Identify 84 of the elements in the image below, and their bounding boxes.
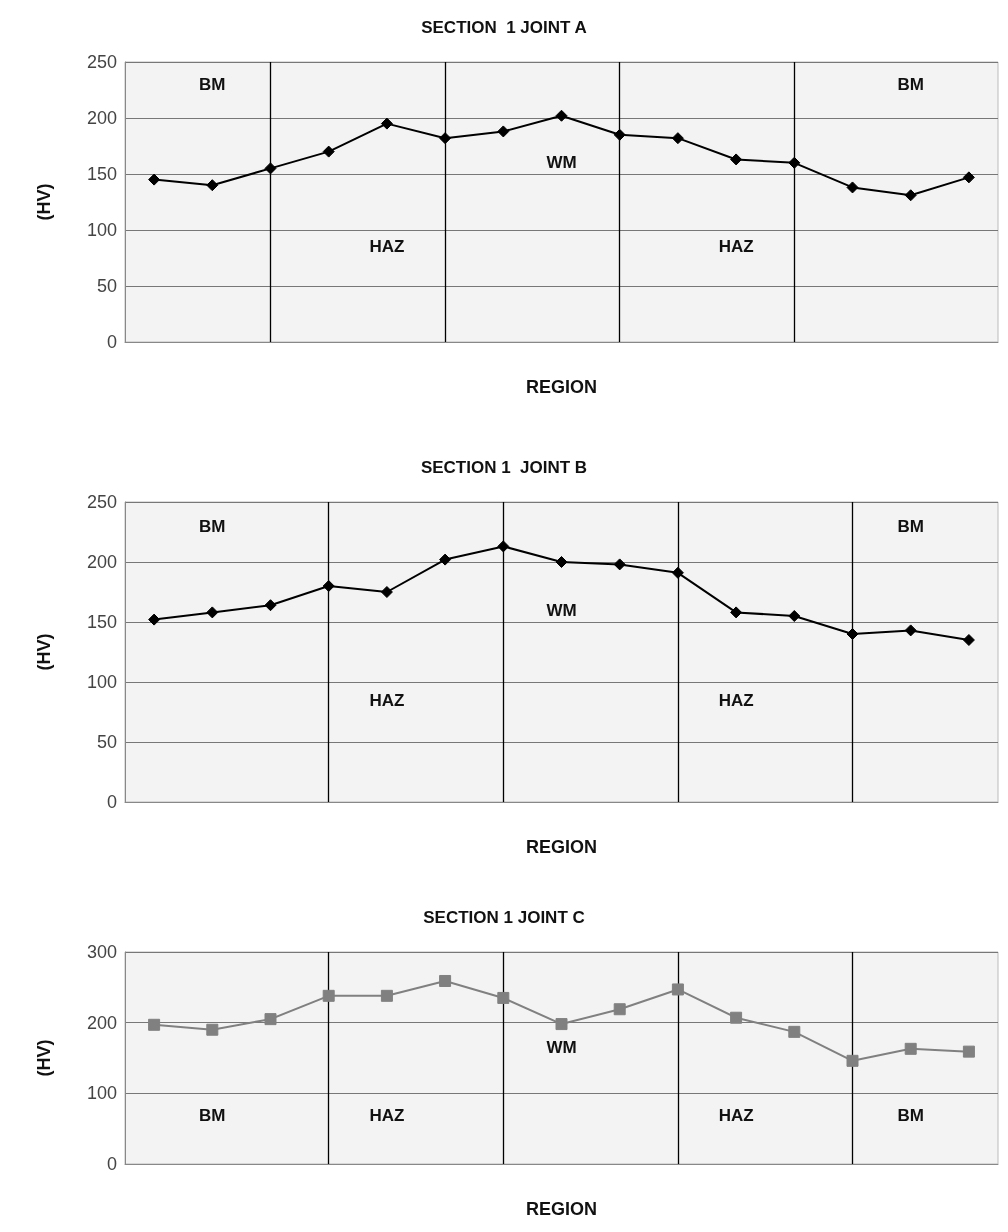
point [846,1054,859,1067]
point [380,586,393,598]
point [206,179,219,192]
chart-title: SECTION 1 JOINT B [420,458,588,477]
y-tick-label: 0 [106,332,117,352]
y-axis-title: (HV) [34,1039,54,1077]
point [148,613,161,626]
chart-title: SECTION 1 JOINT C [423,908,585,927]
annotation: HAZ [369,1105,405,1125]
y-tick-label: 200 [86,108,117,128]
x-axis-title: REGION [525,837,598,857]
point [439,974,452,987]
annotation: BM [199,74,226,94]
point [264,1013,277,1026]
annotation: BM [897,74,924,94]
y-tick-label: 300 [86,942,117,962]
point [613,1003,626,1016]
y-tick-label: 100 [86,672,117,692]
y-tick-label: 50 [96,276,117,296]
y-tick-label: 100 [86,220,117,240]
point [555,109,568,122]
annotation: HAZ [718,237,754,257]
y-tick-label: 50 [96,732,117,752]
x-axis-title: REGION [525,1199,598,1219]
point [555,1018,568,1031]
annotation: HAZ [369,237,405,257]
annotation: HAZ [718,1105,754,1125]
y-tick-label: 200 [86,552,117,572]
point [904,189,917,202]
point [380,117,393,130]
point [439,132,452,145]
point [264,599,277,612]
annotation: WM [546,153,577,173]
point [613,558,626,571]
annotation: BM [199,1105,226,1125]
point [671,983,684,996]
point [322,145,335,158]
point [730,153,743,166]
chart-title: SECTION 1 JOINT A [421,18,587,37]
annotation: WM [546,600,577,620]
point [206,606,219,619]
point [962,634,975,646]
annotation: HAZ [369,690,405,710]
y-tick-label: 150 [86,612,117,632]
annotation: WM [546,1037,577,1057]
point [788,156,801,169]
point [962,171,975,184]
point [555,556,568,568]
y-tick-label: 250 [86,52,117,72]
point [846,181,859,194]
annotation: HAZ [718,690,754,710]
point [148,1018,161,1031]
point [497,125,510,138]
y-tick-label: 0 [106,1154,117,1174]
point [788,610,801,622]
point [671,566,684,579]
annotation: BM [897,516,924,536]
point [497,991,510,1004]
y-tick-label: 150 [86,164,117,184]
point [730,606,743,619]
point [846,628,859,640]
point [264,162,277,175]
point [730,1011,743,1024]
point [788,1025,801,1038]
y-axis-title: (HV) [34,633,54,671]
y-tick-label: 250 [86,492,117,512]
point [322,580,335,592]
point [497,540,510,553]
point [439,553,452,566]
point [671,132,684,145]
point [206,1023,219,1036]
point [904,624,917,637]
annotation: BM [199,516,226,536]
point [322,989,335,1002]
point [962,1045,975,1058]
x-axis-title: REGION [525,377,598,397]
y-tick-label: 200 [86,1012,117,1033]
point [380,989,393,1002]
y-axis-title: (HV) [34,183,54,221]
point [613,128,626,141]
point [904,1042,917,1055]
annotation: BM [897,1105,924,1125]
y-tick-label: 0 [106,792,117,812]
y-tick-label: 100 [86,1083,117,1104]
